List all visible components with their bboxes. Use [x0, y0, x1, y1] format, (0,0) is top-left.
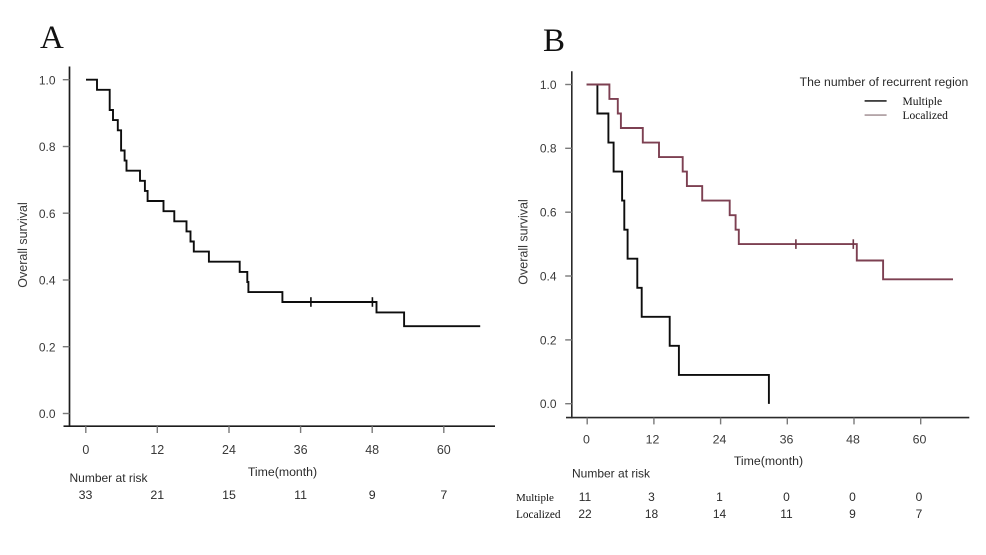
- svg-text:14: 14: [713, 507, 727, 521]
- svg-text:0.8: 0.8: [540, 142, 557, 156]
- svg-text:0.0: 0.0: [540, 397, 557, 411]
- svg-text:0.0: 0.0: [39, 407, 56, 421]
- svg-text:21: 21: [150, 488, 164, 502]
- svg-text:0: 0: [916, 490, 923, 504]
- svg-text:Localized: Localized: [516, 509, 561, 521]
- svg-text:B: B: [543, 23, 565, 59]
- svg-text:0: 0: [82, 443, 89, 457]
- svg-text:0.4: 0.4: [540, 269, 557, 283]
- svg-text:1.0: 1.0: [540, 78, 557, 92]
- svg-text:11: 11: [780, 507, 793, 521]
- svg-text:Time(month): Time(month): [734, 454, 803, 468]
- svg-text:1: 1: [716, 490, 723, 504]
- svg-text:Overall survival: Overall survival: [16, 202, 30, 287]
- svg-text:60: 60: [437, 443, 451, 457]
- svg-text:1.0: 1.0: [39, 73, 56, 87]
- svg-text:7: 7: [916, 507, 923, 521]
- svg-text:Number at risk: Number at risk: [70, 471, 149, 485]
- svg-text:11: 11: [294, 488, 307, 502]
- svg-text:A: A: [40, 20, 64, 56]
- svg-text:Multiple: Multiple: [516, 492, 554, 504]
- svg-text:Multiple: Multiple: [903, 96, 943, 108]
- svg-text:0: 0: [783, 490, 790, 504]
- svg-text:12: 12: [150, 443, 164, 457]
- svg-text:9: 9: [369, 488, 376, 502]
- svg-text:0.4: 0.4: [39, 274, 56, 288]
- svg-text:0.6: 0.6: [39, 207, 56, 221]
- svg-text:Overall survival: Overall survival: [517, 199, 531, 284]
- svg-text:The number of recurrent region: The number of recurrent region: [800, 75, 969, 89]
- svg-text:48: 48: [365, 443, 379, 457]
- svg-text:33: 33: [79, 488, 93, 502]
- svg-text:22: 22: [578, 507, 592, 521]
- svg-text:60: 60: [913, 432, 927, 446]
- svg-text:3: 3: [648, 490, 655, 504]
- svg-text:36: 36: [780, 432, 794, 446]
- svg-text:0.2: 0.2: [39, 340, 56, 354]
- svg-text:0: 0: [849, 490, 856, 504]
- svg-text:0: 0: [583, 432, 590, 446]
- svg-text:Time(month): Time(month): [248, 465, 317, 479]
- svg-text:12: 12: [646, 432, 660, 446]
- svg-text:18: 18: [645, 507, 659, 521]
- svg-text:36: 36: [294, 443, 308, 457]
- svg-text:24: 24: [222, 443, 236, 457]
- svg-text:0.6: 0.6: [540, 206, 557, 220]
- svg-text:9: 9: [849, 507, 856, 521]
- svg-text:0.2: 0.2: [540, 333, 557, 347]
- svg-text:24: 24: [713, 432, 727, 446]
- svg-text:0.8: 0.8: [39, 140, 56, 154]
- svg-text:11: 11: [579, 490, 592, 504]
- svg-text:48: 48: [846, 432, 860, 446]
- svg-text:Number at risk: Number at risk: [572, 467, 651, 481]
- svg-text:Localized: Localized: [903, 110, 949, 122]
- svg-text:15: 15: [222, 488, 236, 502]
- svg-text:7: 7: [440, 488, 447, 502]
